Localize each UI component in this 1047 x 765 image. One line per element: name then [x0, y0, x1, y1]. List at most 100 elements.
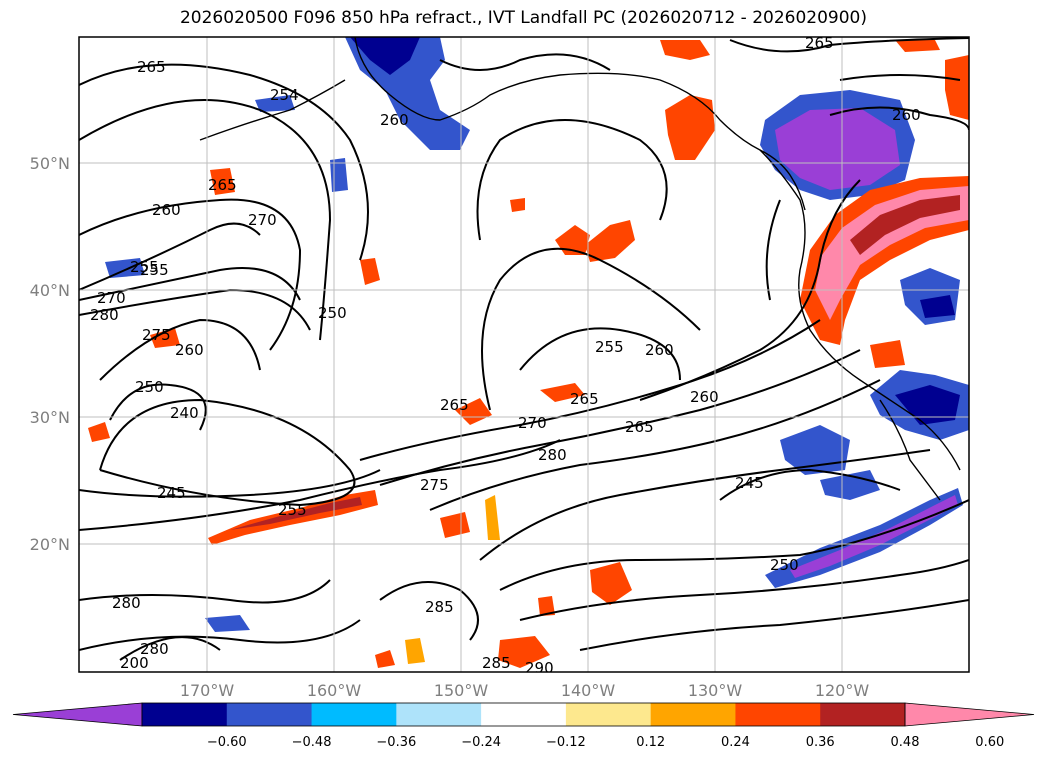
contour-line — [839, 74, 961, 81]
positive-shading — [498, 636, 550, 668]
contour-label: 270 — [97, 289, 126, 307]
coastline-alaska — [354, 37, 961, 471]
contour-label: 285 — [425, 598, 454, 616]
contour-line — [481, 247, 701, 411]
coastline-layer — [199, 37, 961, 501]
contour-label: 285 — [482, 654, 511, 672]
contour-line — [79, 99, 332, 341]
contour-line — [379, 349, 861, 486]
positive-shading — [360, 258, 380, 285]
positive-shading — [660, 40, 710, 60]
coastline-bc — [759, 149, 806, 211]
negative-shading — [345, 37, 470, 150]
contour-line — [119, 636, 221, 661]
contour-label: 270 — [248, 211, 277, 229]
contour-line — [579, 599, 969, 651]
contour-label: 254 — [270, 86, 299, 104]
lon-label: 160°W — [307, 681, 362, 700]
contour-label: 265 — [440, 396, 469, 414]
contour-label: 250 — [318, 304, 347, 322]
contour-line — [499, 499, 969, 591]
contour-label: 270 — [518, 414, 547, 432]
lat-label: 20°N — [30, 535, 70, 554]
map-title: 2026020500 F096 850 hPa refract., IVT La… — [179, 8, 867, 28]
positive-shading — [895, 40, 940, 52]
contour-label: 200 — [120, 654, 149, 672]
positive-shading — [440, 512, 470, 538]
colorbar-cell — [820, 703, 906, 726]
contour-line — [765, 199, 781, 301]
colorbar-cell — [735, 703, 821, 726]
positive-shading — [150, 328, 180, 348]
colorbar-cell — [396, 703, 482, 726]
contour-label: 260 — [690, 388, 719, 406]
positive-shading — [210, 168, 235, 195]
colorbar-cell — [142, 703, 228, 726]
colorbar-tick-label: 0.24 — [721, 735, 750, 750]
negative-shading — [820, 470, 880, 500]
positive-shading — [455, 398, 492, 425]
contour-label: 260 — [175, 341, 204, 359]
colorbar-tick-label: −0.48 — [292, 735, 332, 750]
colorbar-tick-label: −0.24 — [461, 735, 501, 750]
colorbar-tick-label: 0.12 — [636, 735, 665, 750]
colorbar-cell — [481, 703, 567, 726]
positive-shading — [945, 55, 969, 120]
positive-shading — [88, 422, 110, 442]
contour-line — [359, 319, 821, 461]
colorbar-outline — [141, 702, 906, 727]
colorbar-tick-label: 0.36 — [806, 735, 835, 750]
lat-label: 50°N — [30, 154, 70, 173]
contour-label: 280 — [140, 640, 169, 658]
contour-line — [439, 53, 611, 71]
positive-shading — [870, 340, 905, 368]
colorbar-cell — [226, 703, 313, 726]
contour-line — [729, 37, 969, 53]
contour-label: 245 — [157, 484, 186, 502]
lon-label: 140°W — [561, 681, 616, 700]
negative-shading — [255, 95, 295, 112]
contour-line — [519, 327, 681, 381]
contour-label: 275 — [142, 326, 171, 344]
positive-shading — [485, 495, 500, 540]
contour-labels: 265 265 254 260 265 270 260 255 270 280 … — [90, 34, 921, 677]
colorbar-tick-label: 0.48 — [891, 735, 920, 750]
contour-label: 265 — [625, 418, 654, 436]
colorbar-tick-label: −0.60 — [207, 735, 247, 750]
colorbar-extend-min — [12, 702, 143, 727]
contour-line — [79, 198, 302, 351]
contour-label: 265 — [208, 176, 237, 194]
colorbar-tick-label: −0.12 — [546, 735, 586, 750]
contour-label: 250 — [770, 556, 799, 574]
colorbar-tick-label: −0.36 — [376, 735, 416, 750]
negative-shading — [105, 258, 145, 278]
contour-line — [79, 63, 369, 261]
contour-line — [99, 318, 261, 381]
lon-label: 120°W — [815, 681, 870, 700]
positive-shading — [555, 225, 590, 255]
colorbar-cell — [311, 703, 397, 726]
contour-label: 280 — [538, 446, 567, 464]
contour-label: 260 — [892, 106, 921, 124]
contour-label: 260 — [152, 201, 181, 219]
contour-label: 255 — [130, 258, 159, 276]
plot-frame — [78, 36, 970, 673]
contour-label: 250 — [135, 378, 164, 396]
positive-shading — [590, 562, 632, 605]
coastline-aleutians — [199, 79, 346, 141]
negative-shading — [205, 615, 250, 632]
contour-line — [479, 449, 931, 561]
contour-label: 290 — [525, 659, 554, 677]
positive-shading — [405, 638, 425, 664]
contour-line — [79, 222, 261, 291]
positive-shading — [815, 186, 969, 320]
contour-line — [79, 267, 301, 301]
contour-label: 265 — [805, 34, 834, 52]
colorbar-cell — [650, 703, 736, 726]
negative-shading — [920, 295, 955, 318]
negative-shading — [350, 37, 420, 75]
negative-shading — [775, 108, 900, 190]
contour-line — [719, 468, 901, 501]
contour-line — [476, 119, 668, 241]
contour-label: 265 — [570, 390, 599, 408]
